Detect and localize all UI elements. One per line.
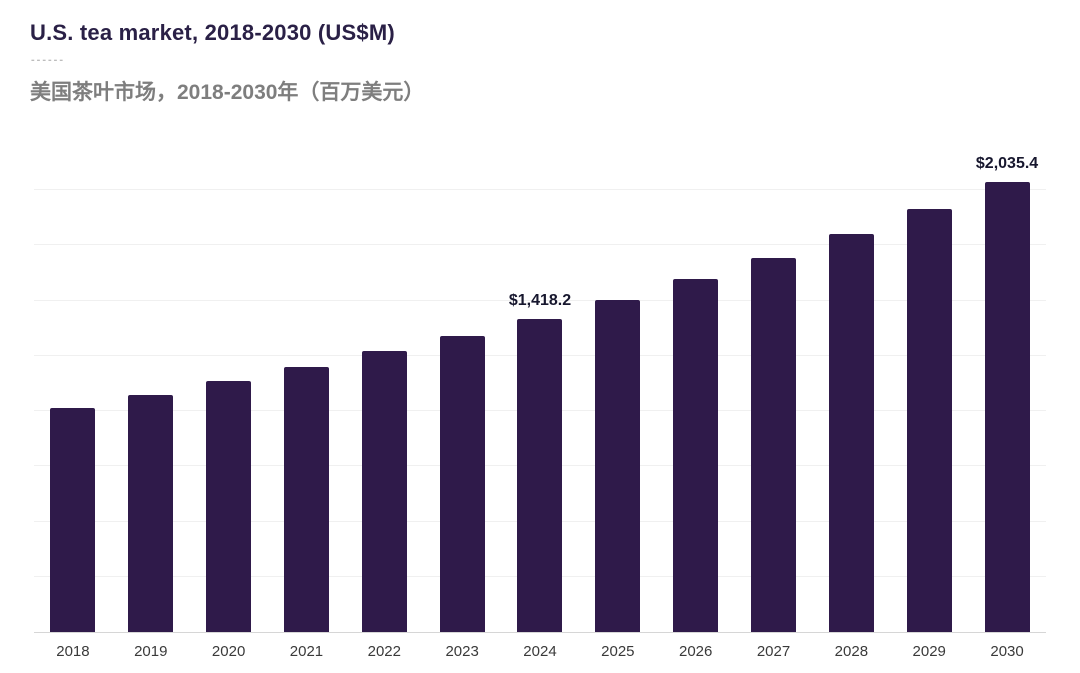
bar-2029 [906, 208, 952, 632]
bar-slot-2019 [112, 146, 190, 632]
bar-2027 [751, 257, 797, 632]
plot-area: $1,418.2 $2,035.4 [34, 146, 1046, 633]
bar-2026 [673, 278, 719, 632]
x-axis-label-2029: 2029 [912, 643, 946, 660]
bar-2019 [128, 394, 174, 632]
bar-slot-2021 [268, 146, 346, 632]
bar-slot-2027 [735, 146, 813, 632]
bar-slot-2020 [190, 146, 268, 632]
bar-2030 [984, 182, 1030, 632]
bar-2024 [517, 318, 563, 632]
bar-slot-2029 [890, 146, 968, 632]
x-axis-label-2020: 2020 [211, 643, 246, 660]
bar-2025 [595, 299, 641, 632]
chart-title: U.S. tea market, 2018-2030 (US$M) [30, 20, 395, 45]
x-axis-label-2025: 2025 [601, 643, 635, 660]
bar-2028 [828, 234, 874, 632]
x-axis-label-2018: 2018 [56, 643, 90, 660]
bar-slot-2022 [345, 146, 423, 632]
bar-2020 [206, 381, 252, 632]
bar-slot-2018 [34, 146, 112, 632]
y-gridline [34, 299, 1046, 301]
bar-slot-2025 [579, 146, 657, 632]
y-gridline [34, 189, 1046, 191]
x-axis-label-2022: 2022 [367, 643, 401, 660]
bar-slot-2030: $2,035.4 [968, 146, 1046, 632]
x-axis-label-2019: 2019 [134, 643, 168, 660]
bars-container: $1,418.2 $2,035.4 [34, 146, 1046, 632]
bar-2021 [283, 366, 329, 632]
x-axis-label-2027: 2027 [756, 643, 791, 660]
x-axis-label-2023: 2023 [445, 643, 479, 660]
title-divider-dashes: ------ [31, 54, 65, 66]
bar-2022 [361, 351, 407, 632]
x-axis-label-2021: 2021 [289, 643, 324, 660]
bar-2023 [439, 335, 485, 632]
bar-slot-2023 [423, 146, 501, 632]
x-axis-label-2030: 2030 [990, 643, 1024, 660]
x-axis-label-2028: 2028 [834, 643, 869, 660]
value-label-2030: $2,035.4 [975, 155, 1039, 173]
value-label-2024: $1,418.2 [508, 291, 572, 309]
x-axis-label-2026: 2026 [678, 643, 713, 660]
x-axis: 2018 2019 2020 2021 2022 2023 2024 2025 2026 2027… [34, 633, 1046, 660]
bar-slot-2028 [812, 146, 890, 632]
x-axis-label-2024: 2024 [523, 643, 557, 660]
bar-2018 [50, 407, 96, 632]
chart-subtitle-chinese: 美国茶叶市场，2018-2030年（百万美元） [30, 81, 425, 104]
bar-slot-2026 [657, 146, 735, 632]
y-gridline [34, 244, 1046, 246]
bar-slot-2024: $1,418.2 [501, 146, 579, 632]
bar-chart: $1,418.2 $2,035.4 2018 2019 2020 2021 2022 202… [34, 146, 1046, 660]
